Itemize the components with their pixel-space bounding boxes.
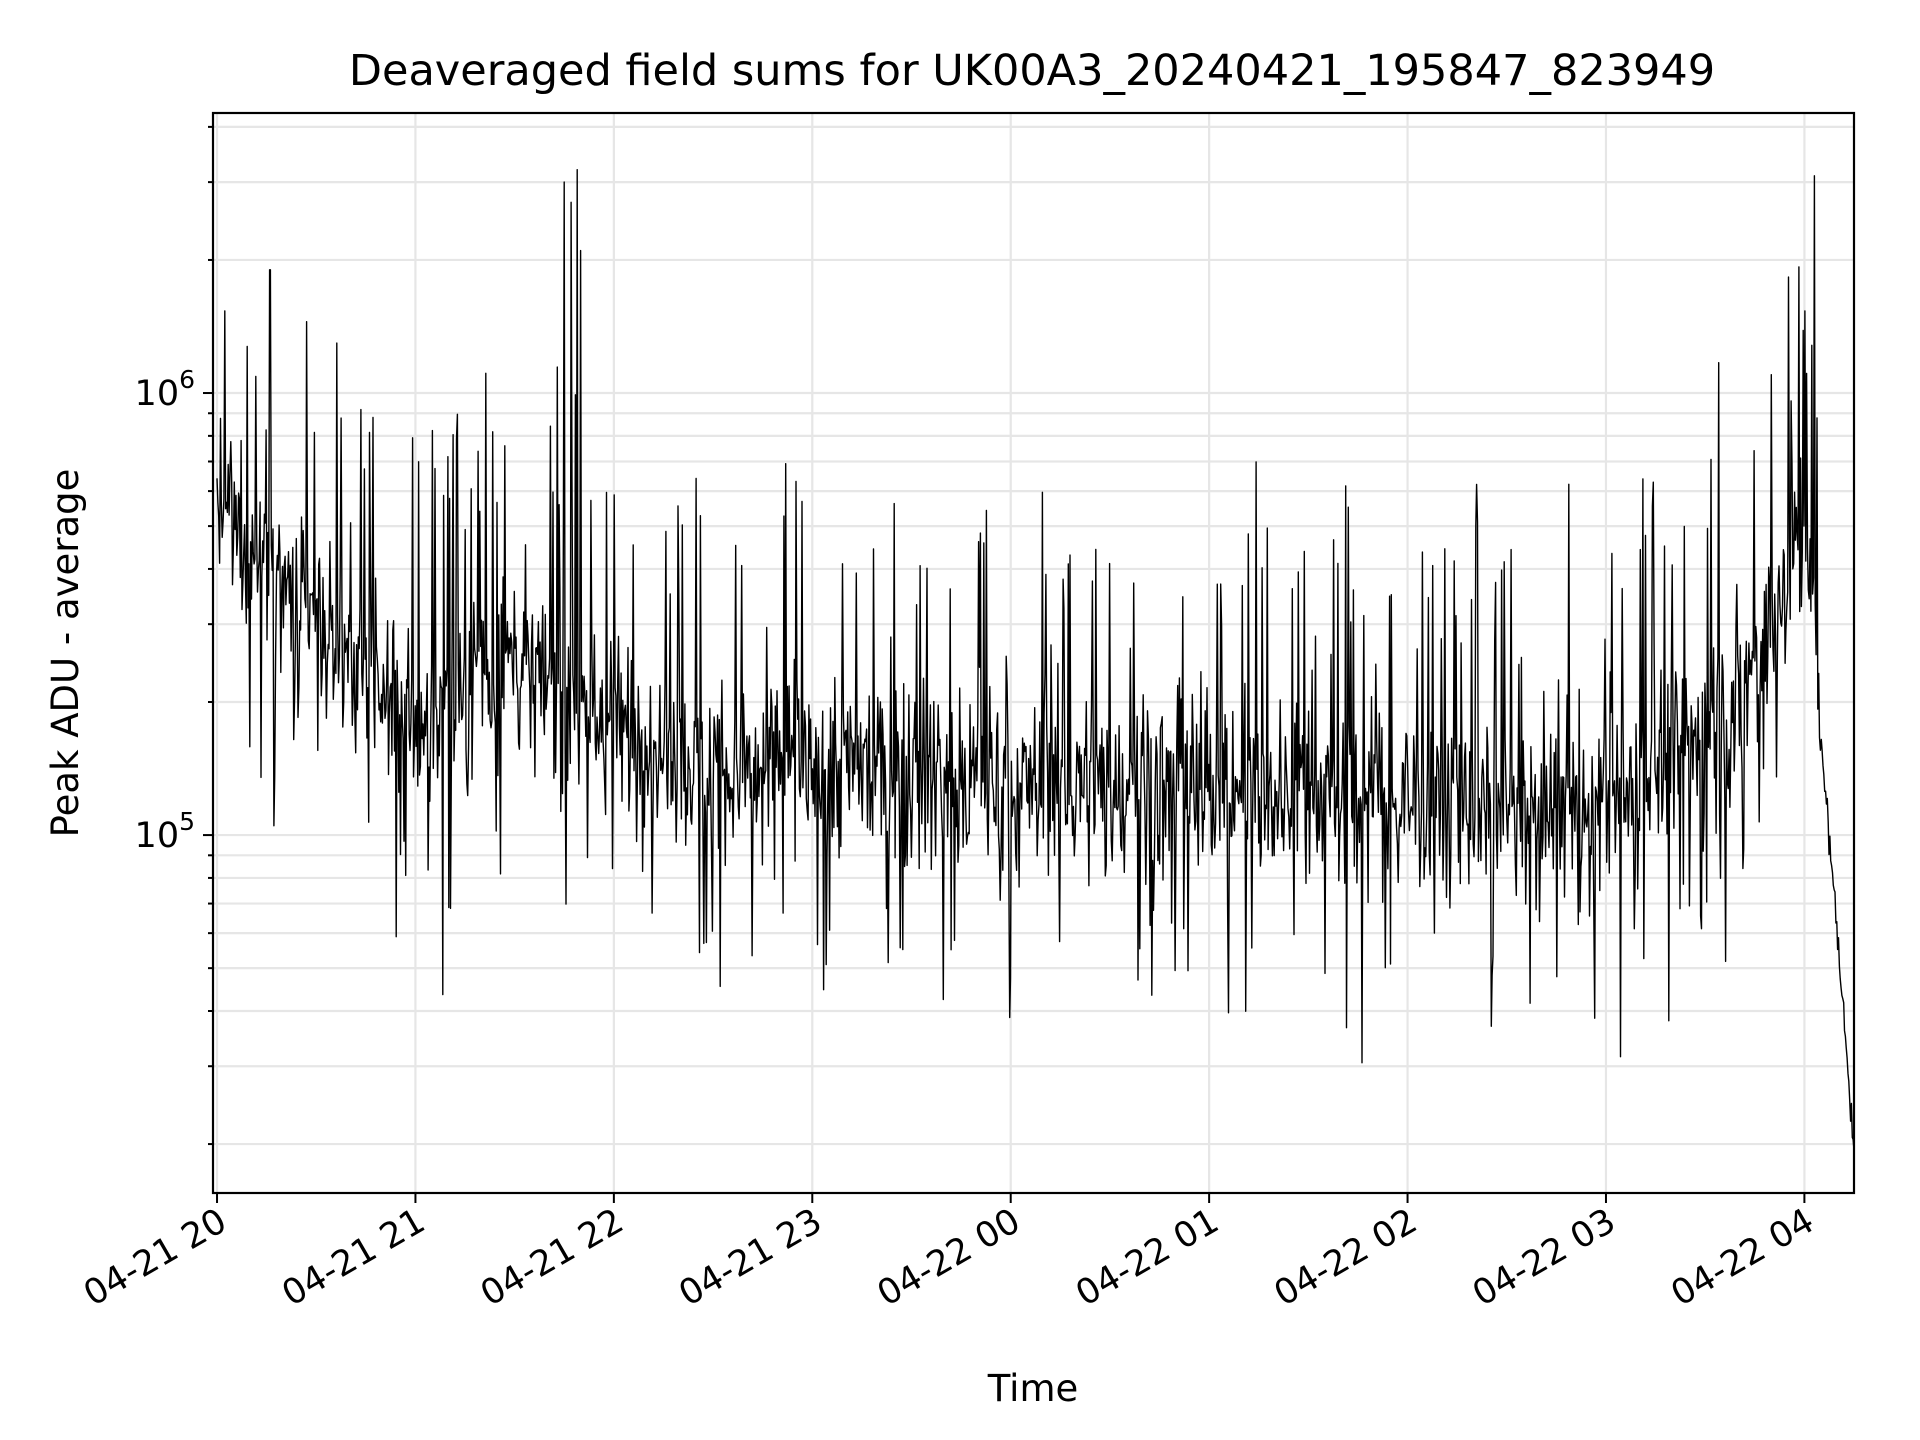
plot-frame xyxy=(211,111,1856,1195)
x-tick-label: 04-21 20 xyxy=(77,1201,233,1314)
x-tick-label: 04-22 01 xyxy=(1069,1201,1225,1314)
grid xyxy=(213,113,1854,1193)
y-tick-label: 105 xyxy=(135,807,195,856)
data-series xyxy=(216,168,1855,1151)
x-tick-label: 04-21 22 xyxy=(474,1201,630,1314)
y-tick-label: 106 xyxy=(135,365,195,414)
x-tick-label: 04-22 00 xyxy=(871,1201,1027,1314)
x-tick-label: 04-22 02 xyxy=(1268,1201,1424,1314)
x-tick-label: 04-21 21 xyxy=(276,1201,432,1314)
x-tick-label: 04-22 03 xyxy=(1466,1201,1622,1314)
series-line xyxy=(216,168,1855,1151)
x-axis: 04-21 20 04-21 21 04-21 22 04-21 23 04-22 00… xyxy=(77,1193,1821,1314)
y-axis-label: Peak ADU - average xyxy=(44,469,87,838)
chart-title: Deaveraged field sums for UK00A3_2024042… xyxy=(349,46,1715,96)
x-axis-label: Time xyxy=(987,1367,1079,1410)
x-tick-label: 04-21 23 xyxy=(672,1201,828,1314)
x-tick-label: 04-22 04 xyxy=(1665,1201,1821,1314)
y-axis: 106 105 xyxy=(135,125,213,1146)
